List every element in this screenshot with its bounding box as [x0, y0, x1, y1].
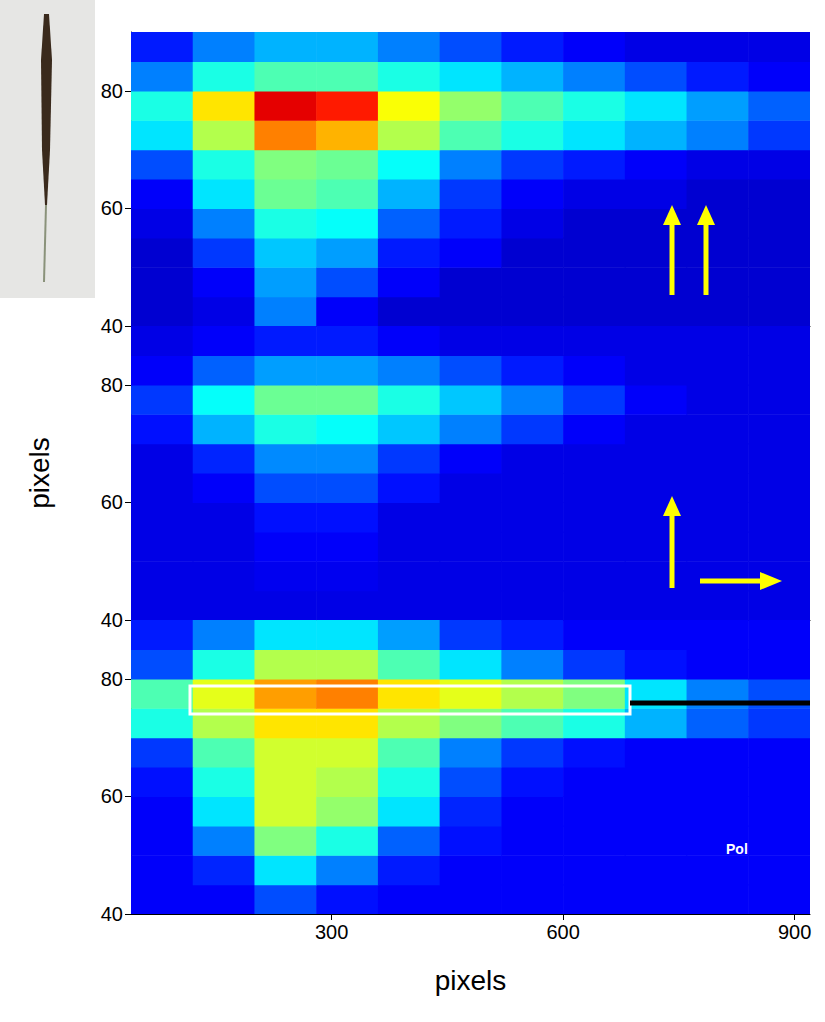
- svg-text:pixels: pixels: [24, 437, 55, 509]
- svg-text:600: 600: [546, 921, 579, 943]
- svg-text:60: 60: [101, 491, 123, 513]
- svg-text:60: 60: [101, 197, 123, 219]
- svg-text:Pol: Pol: [726, 841, 748, 857]
- svg-text:60: 60: [101, 785, 123, 807]
- svg-text:pixels: pixels: [435, 965, 507, 996]
- svg-text:80: 80: [101, 668, 123, 690]
- svg-text:80: 80: [101, 80, 123, 102]
- svg-text:900: 900: [778, 921, 811, 943]
- svg-text:40: 40: [101, 315, 123, 337]
- svg-text:80: 80: [101, 374, 123, 396]
- svg-text:40: 40: [101, 903, 123, 925]
- svg-text:300: 300: [315, 921, 348, 943]
- svg-text:40: 40: [101, 609, 123, 631]
